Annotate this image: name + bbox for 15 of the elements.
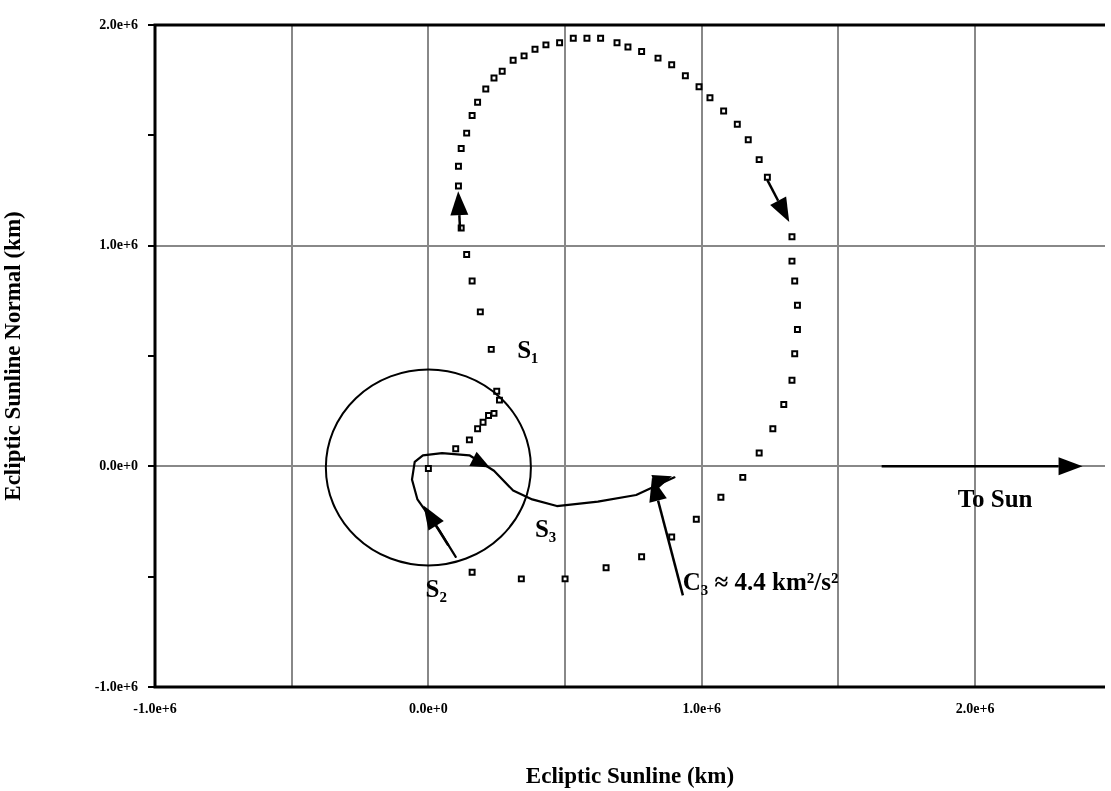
annotation: C₃ ≈ 4.4 km²/s² <box>682 567 839 595</box>
annotation: To Sun <box>957 484 1033 512</box>
y-tick-label: -1.0e+6 <box>94 678 138 694</box>
y-axis-title: Ecliptic Sunline Normal (km) <box>0 211 25 501</box>
x-tick-label: -1.0e+6 <box>133 701 177 717</box>
y-tick-label: 1.0e+6 <box>99 237 138 253</box>
x-axis-title: Ecliptic Sunline (km) <box>525 763 735 789</box>
annotation: S₁ <box>517 335 539 363</box>
x-tick-label: 2.0e+6 <box>955 701 995 717</box>
annotation: S₃ <box>534 514 557 542</box>
annotation: S₂ <box>425 574 448 602</box>
y-tick-label: 2.0e+6 <box>99 16 138 32</box>
x-tick-label: 1.0e+6 <box>682 701 722 717</box>
x-tick-label: 0.0e+0 <box>409 701 448 717</box>
y-tick-label: 0.0e+0 <box>99 457 138 473</box>
